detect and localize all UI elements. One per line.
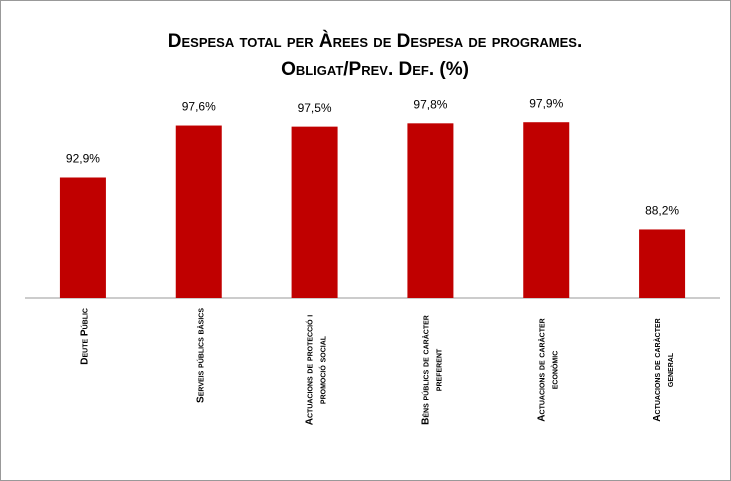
bar — [407, 123, 454, 298]
bar — [291, 126, 338, 298]
bar — [639, 229, 686, 298]
data-label: 97,5% — [298, 101, 332, 115]
bar — [175, 125, 222, 299]
chart-title: Despesa total per Àrees de Despesa de pr… — [168, 30, 582, 52]
x-tick-label: general — [665, 352, 676, 387]
bar — [523, 122, 570, 298]
x-tick-label: promoció social — [318, 335, 329, 404]
x-tick-label: Actuacions de caràcter — [652, 318, 663, 421]
data-label: 97,8% — [413, 97, 447, 111]
x-tick-label: Deute Públic — [80, 308, 91, 365]
x-tick-label: Actuacions de caràcter — [536, 318, 547, 421]
x-tick-label: preferent — [434, 348, 445, 391]
x-tick-label: Actuacions de protecció i — [305, 315, 316, 426]
chart-title: Obligat/Prev. Def. (%) — [281, 59, 469, 80]
data-label: 88,2% — [645, 204, 679, 218]
data-label: 92,9% — [66, 152, 100, 166]
x-tick-label: econòmic — [549, 351, 560, 390]
data-label: 97,9% — [529, 96, 563, 110]
x-tick-label: Béns públics de caràcter — [421, 315, 432, 425]
bar — [59, 177, 106, 298]
data-label: 97,6% — [182, 100, 216, 114]
x-tick-label: Serveis públics bàsics — [195, 308, 206, 403]
